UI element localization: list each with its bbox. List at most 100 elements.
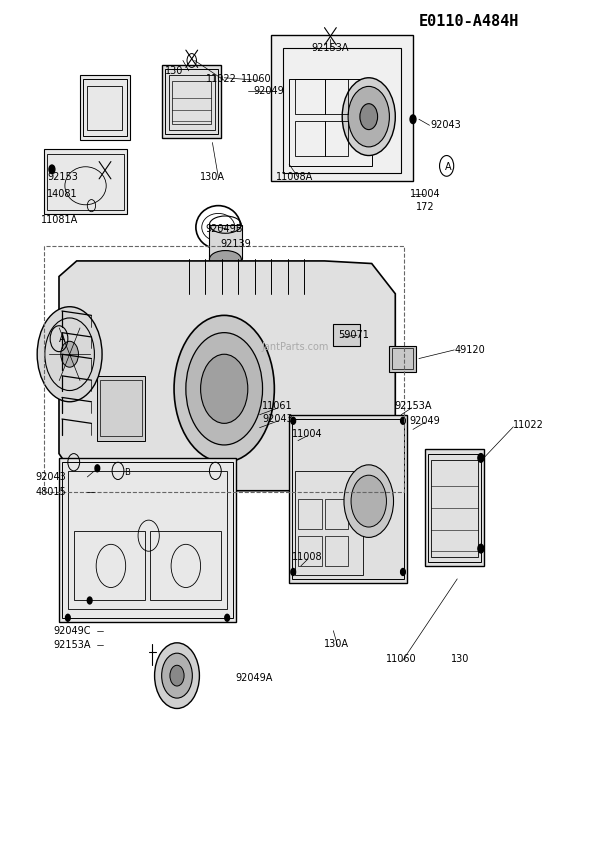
Bar: [289, 79, 372, 166]
Text: 92043: 92043: [35, 472, 66, 482]
Circle shape: [186, 333, 263, 445]
Circle shape: [201, 354, 248, 423]
Text: 92153A: 92153A: [394, 401, 432, 411]
Circle shape: [162, 653, 192, 698]
Bar: [80, 75, 130, 140]
Text: 92153A: 92153A: [312, 42, 349, 53]
Text: A: A: [58, 334, 65, 344]
Bar: [431, 460, 478, 557]
Circle shape: [170, 665, 184, 686]
Bar: [162, 65, 221, 138]
Text: 11004: 11004: [409, 189, 440, 200]
Bar: [47, 154, 124, 210]
Bar: [292, 419, 404, 579]
Circle shape: [291, 569, 296, 575]
Text: 11081A: 11081A: [41, 215, 78, 226]
Text: E0110-A484H: E0110-A484H: [419, 14, 519, 29]
Text: 11022: 11022: [513, 420, 544, 430]
Bar: [295, 471, 363, 575]
Text: 130A: 130A: [200, 172, 225, 182]
Text: 11004: 11004: [291, 429, 322, 439]
Circle shape: [360, 104, 378, 130]
Circle shape: [478, 544, 484, 553]
Polygon shape: [59, 261, 395, 491]
Text: 11060: 11060: [241, 74, 272, 85]
Bar: [68, 471, 227, 609]
Text: 11008: 11008: [291, 552, 322, 562]
Circle shape: [95, 465, 100, 472]
Text: B: B: [124, 468, 130, 477]
Text: 130A: 130A: [324, 638, 349, 649]
Circle shape: [342, 78, 395, 156]
Text: 92043: 92043: [431, 120, 461, 130]
Bar: [389, 346, 416, 372]
Bar: [324, 499, 348, 529]
Text: 92139: 92139: [221, 238, 251, 249]
Text: 92049C: 92049C: [53, 626, 91, 636]
Bar: [271, 35, 413, 181]
Circle shape: [61, 341, 78, 367]
Text: 92049: 92049: [253, 86, 284, 96]
Circle shape: [37, 307, 102, 402]
Bar: [150, 531, 221, 600]
Bar: [97, 376, 145, 441]
Bar: [283, 48, 401, 173]
Circle shape: [65, 614, 70, 621]
Circle shape: [348, 86, 389, 147]
Circle shape: [87, 597, 92, 604]
Text: A: A: [445, 162, 452, 172]
Circle shape: [351, 475, 386, 527]
Text: 11008A: 11008A: [276, 172, 314, 182]
Bar: [324, 536, 348, 566]
Bar: [295, 121, 324, 156]
Text: 48015: 48015: [35, 487, 66, 498]
Bar: [209, 225, 242, 259]
Bar: [83, 79, 127, 136]
Bar: [62, 462, 233, 618]
Text: 130: 130: [451, 654, 470, 664]
Bar: [44, 246, 404, 492]
Ellipse shape: [209, 251, 241, 268]
Text: 49120: 49120: [454, 345, 485, 355]
Text: JantParts.com: JantParts.com: [261, 342, 329, 353]
Circle shape: [291, 417, 296, 424]
Bar: [333, 324, 360, 346]
Bar: [74, 531, 145, 600]
Circle shape: [478, 454, 484, 462]
Circle shape: [401, 569, 405, 575]
Text: 92043: 92043: [262, 414, 293, 424]
Bar: [172, 81, 211, 124]
Text: 92049A: 92049A: [235, 673, 273, 683]
Bar: [425, 449, 484, 566]
Text: 11022: 11022: [206, 74, 237, 85]
Circle shape: [174, 315, 274, 462]
Bar: [100, 380, 142, 436]
Text: 92049: 92049: [409, 416, 440, 426]
Bar: [298, 499, 322, 529]
Text: 59071: 59071: [339, 330, 369, 340]
Bar: [44, 149, 127, 214]
Text: 92049B: 92049B: [205, 224, 243, 234]
Bar: [298, 536, 322, 566]
Bar: [324, 121, 348, 156]
Text: 92153A: 92153A: [53, 640, 91, 651]
Bar: [165, 69, 218, 134]
Bar: [324, 79, 348, 114]
Text: 11061: 11061: [262, 401, 293, 411]
Circle shape: [155, 643, 199, 708]
Circle shape: [225, 614, 230, 621]
Bar: [289, 415, 407, 583]
Text: 11060: 11060: [386, 654, 417, 664]
Bar: [428, 454, 481, 562]
Circle shape: [344, 465, 394, 537]
Text: 14081: 14081: [47, 189, 78, 200]
Text: 172: 172: [415, 202, 434, 213]
Bar: [392, 348, 413, 369]
Bar: [59, 458, 236, 622]
Bar: [169, 75, 215, 130]
Text: 92153: 92153: [47, 172, 78, 182]
Text: 130: 130: [165, 66, 183, 76]
Circle shape: [49, 165, 55, 174]
Circle shape: [401, 417, 405, 424]
Bar: [87, 86, 122, 130]
